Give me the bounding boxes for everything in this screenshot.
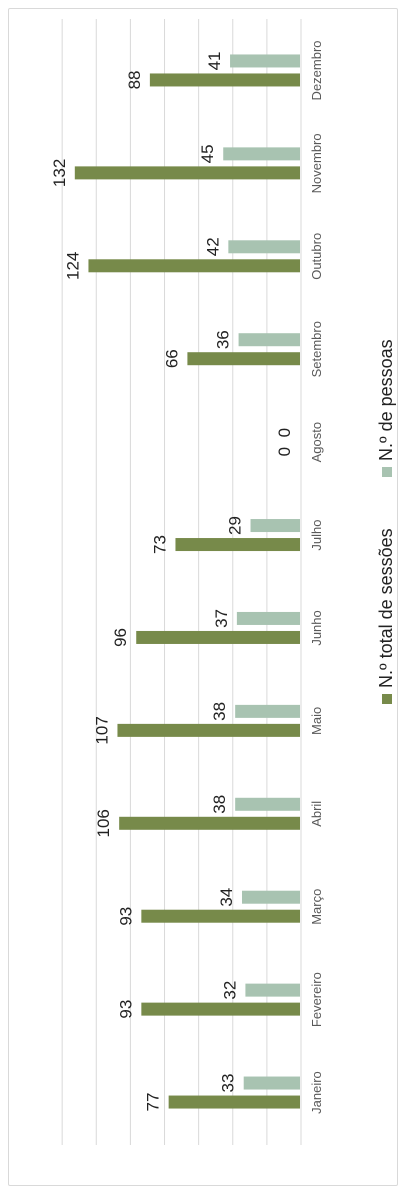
bar-sessions [119,816,300,830]
legend-swatch-people [382,467,392,477]
bar-sessions [88,259,301,273]
bar-people [235,704,300,718]
bar-people [223,147,300,161]
data-label-sessions: 106 [94,809,113,837]
data-label-people: 33 [219,1074,238,1093]
data-label-people: 37 [212,609,231,628]
data-label-people: 36 [214,330,233,349]
bar-sessions [136,630,300,644]
data-label-people: 29 [226,516,245,535]
category-label: Agosto [309,422,324,462]
bar-people [243,1076,300,1090]
data-label-sessions: 77 [144,1093,163,1112]
data-label-people: 45 [198,144,217,163]
bar-people [228,240,300,254]
bar-people [241,890,300,904]
data-label-sessions: 73 [150,535,169,554]
bar-sessions [74,166,300,180]
legend-label-people: N.º de pessoas [376,339,396,461]
data-label-people: 41 [205,51,224,70]
chart-frame: Janeiro 77 33 Fevereiro 93 32 Março 93 34 Abril 10… [8,8,398,1186]
bar-people [238,333,300,347]
bar-sessions [175,538,300,552]
category-label: Dezembro [309,40,324,100]
category-label: Maio [309,707,324,735]
data-label-sessions: 132 [50,159,69,187]
bar-sessions [117,723,300,737]
bar-sessions [149,73,300,87]
category-label: Julho [309,520,324,551]
data-label-people: 0 [275,428,294,437]
category-label: Setembro [309,321,324,377]
bar-people [230,54,300,68]
bar-people [250,519,300,533]
bar-sessions [187,352,300,366]
data-label-sessions: 66 [162,349,181,368]
category-label: Outubro [309,233,324,280]
data-label-sessions: 0 [275,447,294,456]
data-label-people: 38 [210,702,229,721]
bar-sessions [141,909,300,923]
data-label-sessions: 96 [111,628,130,647]
category-label: Novembro [309,133,324,193]
bar-sessions [168,1095,300,1109]
data-label-people: 38 [210,795,229,814]
data-label-people: 42 [203,237,222,256]
bar-people [245,983,300,997]
bar-people [236,611,300,625]
data-label-sessions: 93 [116,1000,135,1019]
category-label: Janeiro [309,1071,324,1114]
category-label: Fevereiro [309,972,324,1027]
data-label-sessions: 88 [125,70,144,89]
data-label-people: 32 [220,981,239,1000]
legend-label-sessions: N.º total de sessões [376,528,396,688]
data-label-sessions: 107 [92,716,111,744]
bar-people [235,797,300,811]
category-label: Março [309,889,324,925]
legend-swatch-sessions [382,694,392,704]
data-label-sessions: 124 [63,252,82,280]
data-label-people: 34 [217,888,236,907]
data-label-sessions: 93 [116,907,135,926]
bar-sessions [141,1002,300,1016]
category-label: Abril [309,801,324,827]
category-label: Junho [309,610,324,645]
bar-chart: Janeiro 77 33 Fevereiro 93 32 Março 93 34 Abril 10… [50,19,396,1145]
